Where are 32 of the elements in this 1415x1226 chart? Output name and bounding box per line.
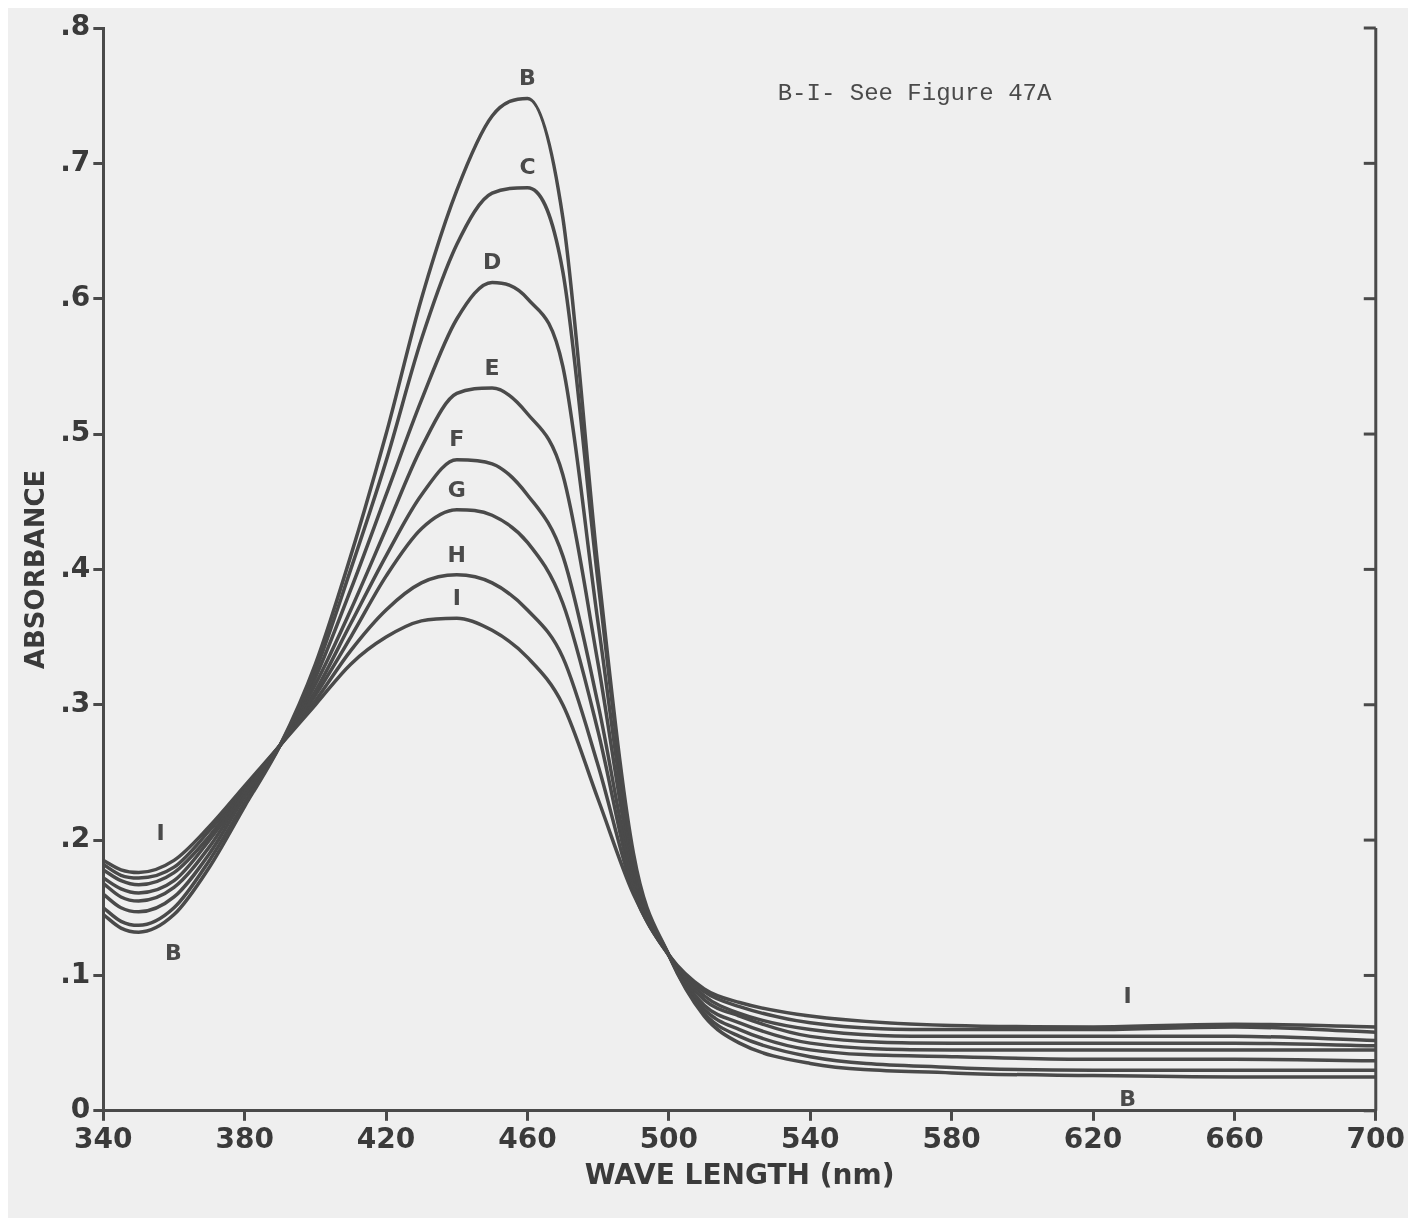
y-tick-label: .6 <box>60 279 91 313</box>
series-label: F <box>449 426 465 452</box>
y-tick-label: .4 <box>60 550 91 584</box>
series-label: E <box>484 354 500 380</box>
y-tick-label: .1 <box>60 956 91 990</box>
x-tick-label: 660 <box>1205 1121 1264 1155</box>
series-label: G <box>447 476 466 502</box>
x-tick-label: 460 <box>498 1121 557 1155</box>
series-label: I <box>452 584 461 610</box>
y-tick-label: .8 <box>60 9 91 43</box>
series-label: C <box>519 154 536 180</box>
annotation: B <box>164 939 182 965</box>
annotation: B <box>1119 1085 1137 1111</box>
x-tick-label: 700 <box>1346 1121 1405 1155</box>
x-tick-label: 580 <box>922 1121 981 1155</box>
annotation: B-I- See Figure 47A <box>777 80 1052 108</box>
series-label: D <box>482 249 502 275</box>
series-label: H <box>447 541 466 567</box>
x-axis-title: WAVE LENGTH (nm) <box>584 1158 895 1192</box>
series-label: B <box>519 65 536 91</box>
x-tick-label: 540 <box>781 1121 840 1155</box>
annotation: I <box>156 820 165 846</box>
annotation: I <box>1123 982 1132 1008</box>
x-tick-label: 420 <box>356 1121 416 1155</box>
y-tick-label: .3 <box>60 686 91 720</box>
y-tick-label: .2 <box>60 821 91 855</box>
x-tick-label: 380 <box>215 1121 274 1155</box>
y-axis-title: ABSORBANCE <box>20 469 51 670</box>
x-tick-label: 500 <box>639 1121 699 1155</box>
y-tick-label: .7 <box>60 144 91 178</box>
x-tick-label: 620 <box>1063 1121 1123 1155</box>
y-tick-label: .5 <box>60 415 91 449</box>
